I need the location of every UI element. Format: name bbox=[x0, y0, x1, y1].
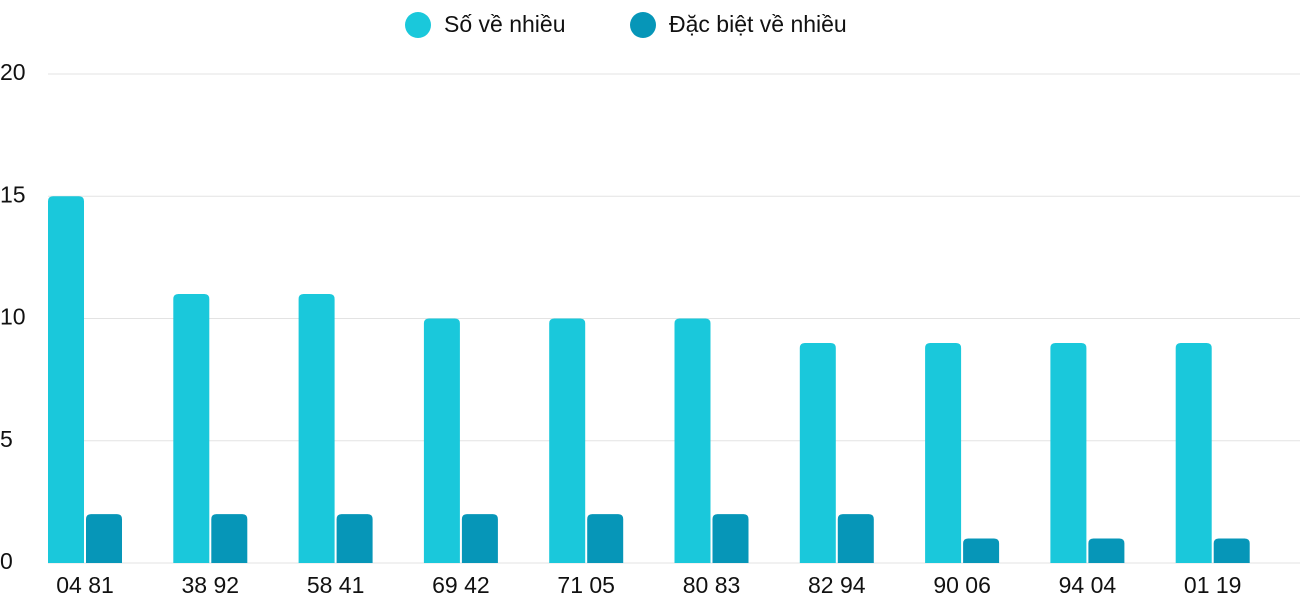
bar bbox=[336, 514, 373, 563]
y-tick-label: 15 bbox=[0, 181, 26, 207]
bar bbox=[799, 342, 836, 563]
bar bbox=[86, 514, 122, 563]
x-tick-label: 58 41 bbox=[307, 572, 365, 598]
y-tick-label: 0 bbox=[0, 548, 13, 574]
bar bbox=[1050, 342, 1087, 563]
x-tick-label: 90 06 bbox=[933, 572, 991, 598]
bar bbox=[837, 514, 874, 563]
bar bbox=[963, 538, 1000, 563]
bar bbox=[674, 318, 711, 563]
x-tick-label: 80 83 bbox=[683, 572, 741, 598]
bar bbox=[211, 514, 248, 563]
y-tick-label: 5 bbox=[0, 426, 13, 452]
y-tick-label: 10 bbox=[0, 304, 26, 330]
bar bbox=[1088, 538, 1125, 563]
legend-label: Đặc biệt về nhiều bbox=[669, 11, 847, 37]
legend-marker bbox=[405, 12, 431, 38]
bar bbox=[549, 318, 586, 563]
bar bbox=[461, 514, 498, 563]
bar bbox=[925, 342, 962, 563]
y-tick-label: 20 bbox=[0, 59, 26, 85]
x-tick-label: 04 81 bbox=[56, 572, 114, 598]
x-tick-label: 82 94 bbox=[808, 572, 866, 598]
bar bbox=[48, 196, 84, 563]
legend-label: Số về nhiều bbox=[444, 11, 565, 37]
legend-marker bbox=[630, 12, 656, 38]
bar bbox=[1213, 538, 1250, 563]
bar bbox=[1175, 342, 1212, 563]
x-tick-label: 71 05 bbox=[557, 572, 615, 598]
bar bbox=[298, 294, 335, 563]
x-tick-label: 69 42 bbox=[432, 572, 490, 598]
bar bbox=[712, 514, 749, 563]
bar bbox=[587, 514, 624, 563]
x-tick-label: 38 92 bbox=[182, 572, 240, 598]
bar bbox=[173, 294, 210, 563]
x-tick-label: 94 04 bbox=[1059, 572, 1117, 598]
x-tick-label: 01 19 bbox=[1184, 572, 1242, 598]
bar bbox=[423, 318, 460, 563]
